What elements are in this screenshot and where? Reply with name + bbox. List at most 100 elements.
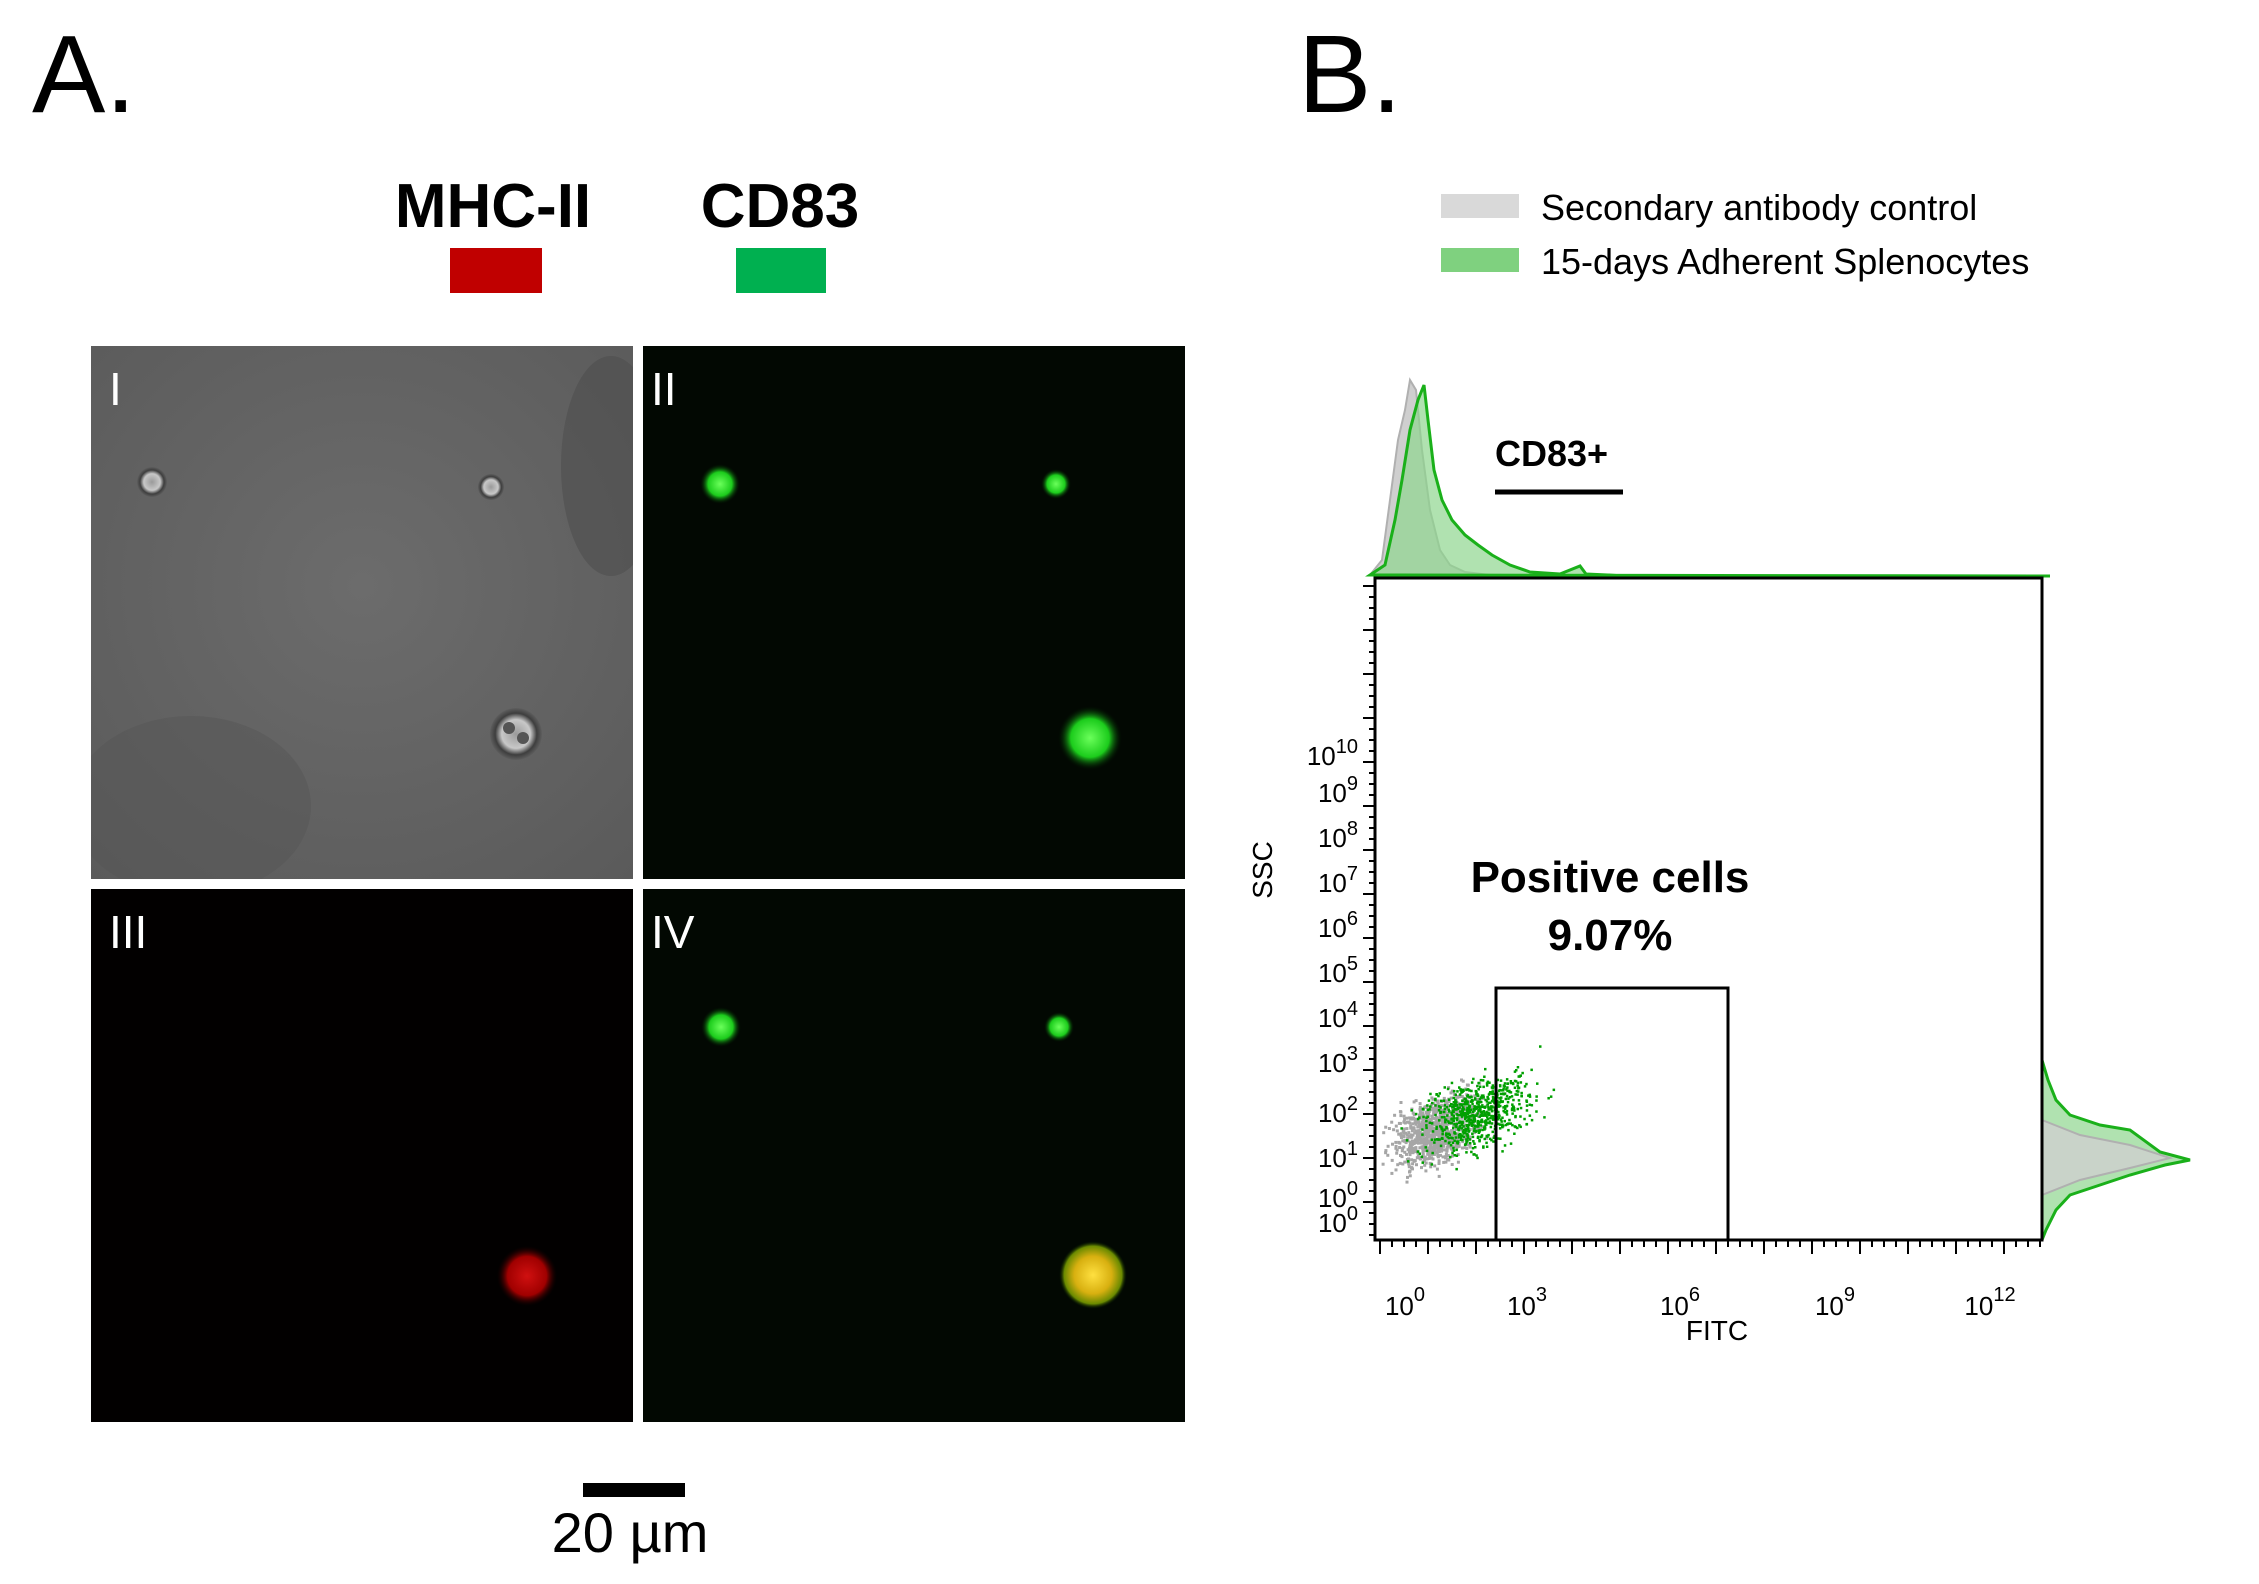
scatter-point-control [1424, 1161, 1428, 1165]
scatter-point-control [1437, 1141, 1440, 1145]
scatter-point-splenocytes [1458, 1120, 1462, 1124]
scatter-point-control [1435, 1151, 1439, 1155]
scatter-point-control [1417, 1138, 1421, 1142]
scatter-point-control [1424, 1169, 1428, 1173]
scatter-point-splenocytes [1510, 1108, 1514, 1112]
scatter-point-control [1435, 1140, 1439, 1144]
scatter-point-splenocytes [1466, 1102, 1469, 1106]
scatter-point-control [1440, 1104, 1444, 1108]
scatter-point-splenocytes [1498, 1101, 1502, 1104]
scatter-point-splenocytes [1428, 1121, 1432, 1124]
scatter-point-control [1381, 1162, 1385, 1166]
scatter-point-control [1437, 1159, 1441, 1163]
scatter-point-splenocytes [1471, 1119, 1474, 1122]
scatter-point-control [1414, 1099, 1418, 1103]
scatter-point-splenocytes [1479, 1124, 1483, 1127]
scatter-point-splenocytes [1426, 1104, 1429, 1107]
scatter-point-control [1425, 1110, 1428, 1114]
scatter-point-splenocytes [1451, 1113, 1454, 1116]
scatter-point-control [1449, 1091, 1453, 1095]
scatter-point-control [1459, 1106, 1463, 1109]
scatter-point-splenocytes [1471, 1135, 1475, 1139]
scatter-point-control [1433, 1134, 1437, 1138]
scatter-point-splenocytes [1452, 1149, 1456, 1152]
scatter-point-control [1435, 1167, 1439, 1171]
scatter-point-splenocytes [1448, 1110, 1451, 1113]
scatter-point-splenocytes [1504, 1097, 1508, 1101]
scatter-point-splenocytes [1502, 1106, 1505, 1109]
scatter-point-splenocytes [1477, 1123, 1480, 1126]
scatter-point-control [1454, 1142, 1458, 1146]
scatter-point-control [1426, 1132, 1430, 1136]
scatter-point-control [1430, 1096, 1434, 1100]
scatter-point-splenocytes [1503, 1082, 1507, 1085]
scatter-point-control [1437, 1162, 1441, 1165]
scatter-point-splenocytes [1488, 1137, 1492, 1141]
scatter-point-splenocytes [1508, 1090, 1511, 1094]
scatter-point-splenocytes [1478, 1097, 1482, 1101]
scatter-point-splenocytes [1500, 1120, 1503, 1123]
scatter-point-splenocytes [1438, 1092, 1441, 1095]
scatter-point-splenocytes [1492, 1140, 1495, 1143]
scatter-point-control [1430, 1114, 1434, 1118]
scatter-point-splenocytes [1476, 1121, 1479, 1125]
scatter-point-splenocytes [1421, 1107, 1425, 1111]
scatter-point-splenocytes [1446, 1087, 1450, 1091]
scatter-point-control [1427, 1149, 1431, 1153]
scatter-point-control [1445, 1139, 1449, 1143]
scatter-point-splenocytes [1476, 1084, 1479, 1088]
scatter-point-splenocytes [1473, 1153, 1476, 1156]
scatter-point-splenocytes [1485, 1123, 1488, 1126]
scatter-point-splenocytes [1471, 1102, 1474, 1106]
scatter-point-splenocytes [1466, 1100, 1469, 1103]
scatter-point-splenocytes [1434, 1138, 1437, 1141]
scatter-point-control [1432, 1153, 1436, 1156]
scatter-point-control [1435, 1099, 1439, 1103]
scatter-point-control [1426, 1146, 1430, 1150]
scatter-point-splenocytes [1469, 1114, 1473, 1118]
scatter-point-splenocytes [1445, 1134, 1448, 1137]
scatter-point-splenocytes [1506, 1089, 1509, 1093]
scatter-point-splenocytes [1520, 1094, 1523, 1098]
scatter-point-splenocytes [1477, 1103, 1480, 1106]
scatter-point-splenocytes [1481, 1128, 1484, 1132]
scatter-point-splenocytes [1473, 1127, 1476, 1130]
scatter-point-control [1461, 1140, 1465, 1144]
scatter-point-control [1437, 1147, 1441, 1151]
scatter-point-splenocytes [1500, 1096, 1503, 1099]
scatter-point-control [1424, 1133, 1428, 1137]
scatter-point-control [1444, 1156, 1448, 1160]
scatter-point-splenocytes [1487, 1093, 1491, 1096]
scatter-point-control [1460, 1116, 1464, 1120]
scatter-point-control [1436, 1103, 1440, 1107]
scatter-point-splenocytes [1444, 1120, 1447, 1124]
scatter-point-control [1421, 1122, 1425, 1126]
scatter-point-control [1405, 1116, 1409, 1120]
scatter-point-splenocytes [1464, 1131, 1467, 1134]
scatter-point-splenocytes [1470, 1122, 1473, 1125]
scatter-point-splenocytes [1483, 1106, 1487, 1109]
scatter-point-splenocytes [1473, 1142, 1476, 1145]
scatter-point-splenocytes [1516, 1084, 1519, 1087]
scatter-point-control [1398, 1146, 1402, 1149]
y-tick-label: 104 [1318, 998, 1358, 1033]
scatter-point-splenocytes [1492, 1114, 1495, 1118]
scatter-point-splenocytes [1514, 1093, 1517, 1096]
scatter-point-splenocytes [1465, 1088, 1468, 1092]
scatter-point-splenocytes [1504, 1123, 1507, 1127]
scatter-point-splenocytes [1499, 1137, 1502, 1140]
scatter-point-control [1418, 1105, 1422, 1109]
scatter-point-control [1429, 1118, 1433, 1122]
histogram-gate-label: CD83+ [1495, 433, 1608, 474]
scatter-point-control [1406, 1120, 1410, 1124]
scatter-point-splenocytes [1471, 1146, 1475, 1150]
scatter-point-splenocytes [1513, 1070, 1517, 1073]
scatter-point-splenocytes [1535, 1099, 1538, 1102]
scatter-point-splenocytes [1447, 1098, 1451, 1101]
scatter-point-splenocytes [1437, 1094, 1440, 1098]
scatter-point-splenocytes [1438, 1119, 1441, 1122]
legend-label-splenocytes: 15-days Adherent Splenocytes [1541, 241, 2030, 282]
scatter-point-splenocytes [1430, 1163, 1434, 1166]
scatter-point-control [1417, 1129, 1421, 1133]
scatter-point-splenocytes [1498, 1097, 1501, 1100]
